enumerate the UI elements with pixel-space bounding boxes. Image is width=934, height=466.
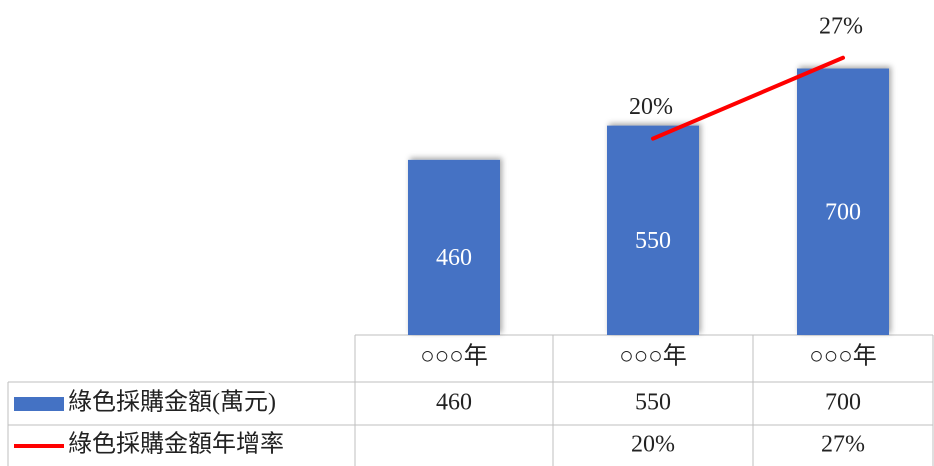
bar (408, 159, 500, 335)
table-value: 460 (436, 390, 472, 416)
bar (797, 68, 889, 335)
legend-label: 綠色採購金額(萬元) (68, 389, 276, 416)
table-value: 550 (635, 390, 671, 416)
table-value: 27% (821, 432, 865, 458)
line (651, 55, 845, 141)
category-label: ○○○年 (420, 343, 488, 370)
bar-value-label: 460 (436, 245, 472, 271)
bar (607, 125, 699, 335)
legend-label: 綠色採購金額年增率 (68, 431, 284, 458)
line-value-label: 27% (819, 13, 863, 39)
bar-value-label: 700 (825, 199, 861, 225)
table-value: 20% (631, 432, 675, 458)
legend-swatch (14, 397, 64, 411)
table-value: 700 (825, 390, 861, 416)
bar-value-label: 550 (635, 228, 671, 254)
category-label: ○○○年 (809, 343, 877, 370)
line-value-label: 20% (629, 94, 673, 120)
category-label: ○○○年 (619, 343, 687, 370)
